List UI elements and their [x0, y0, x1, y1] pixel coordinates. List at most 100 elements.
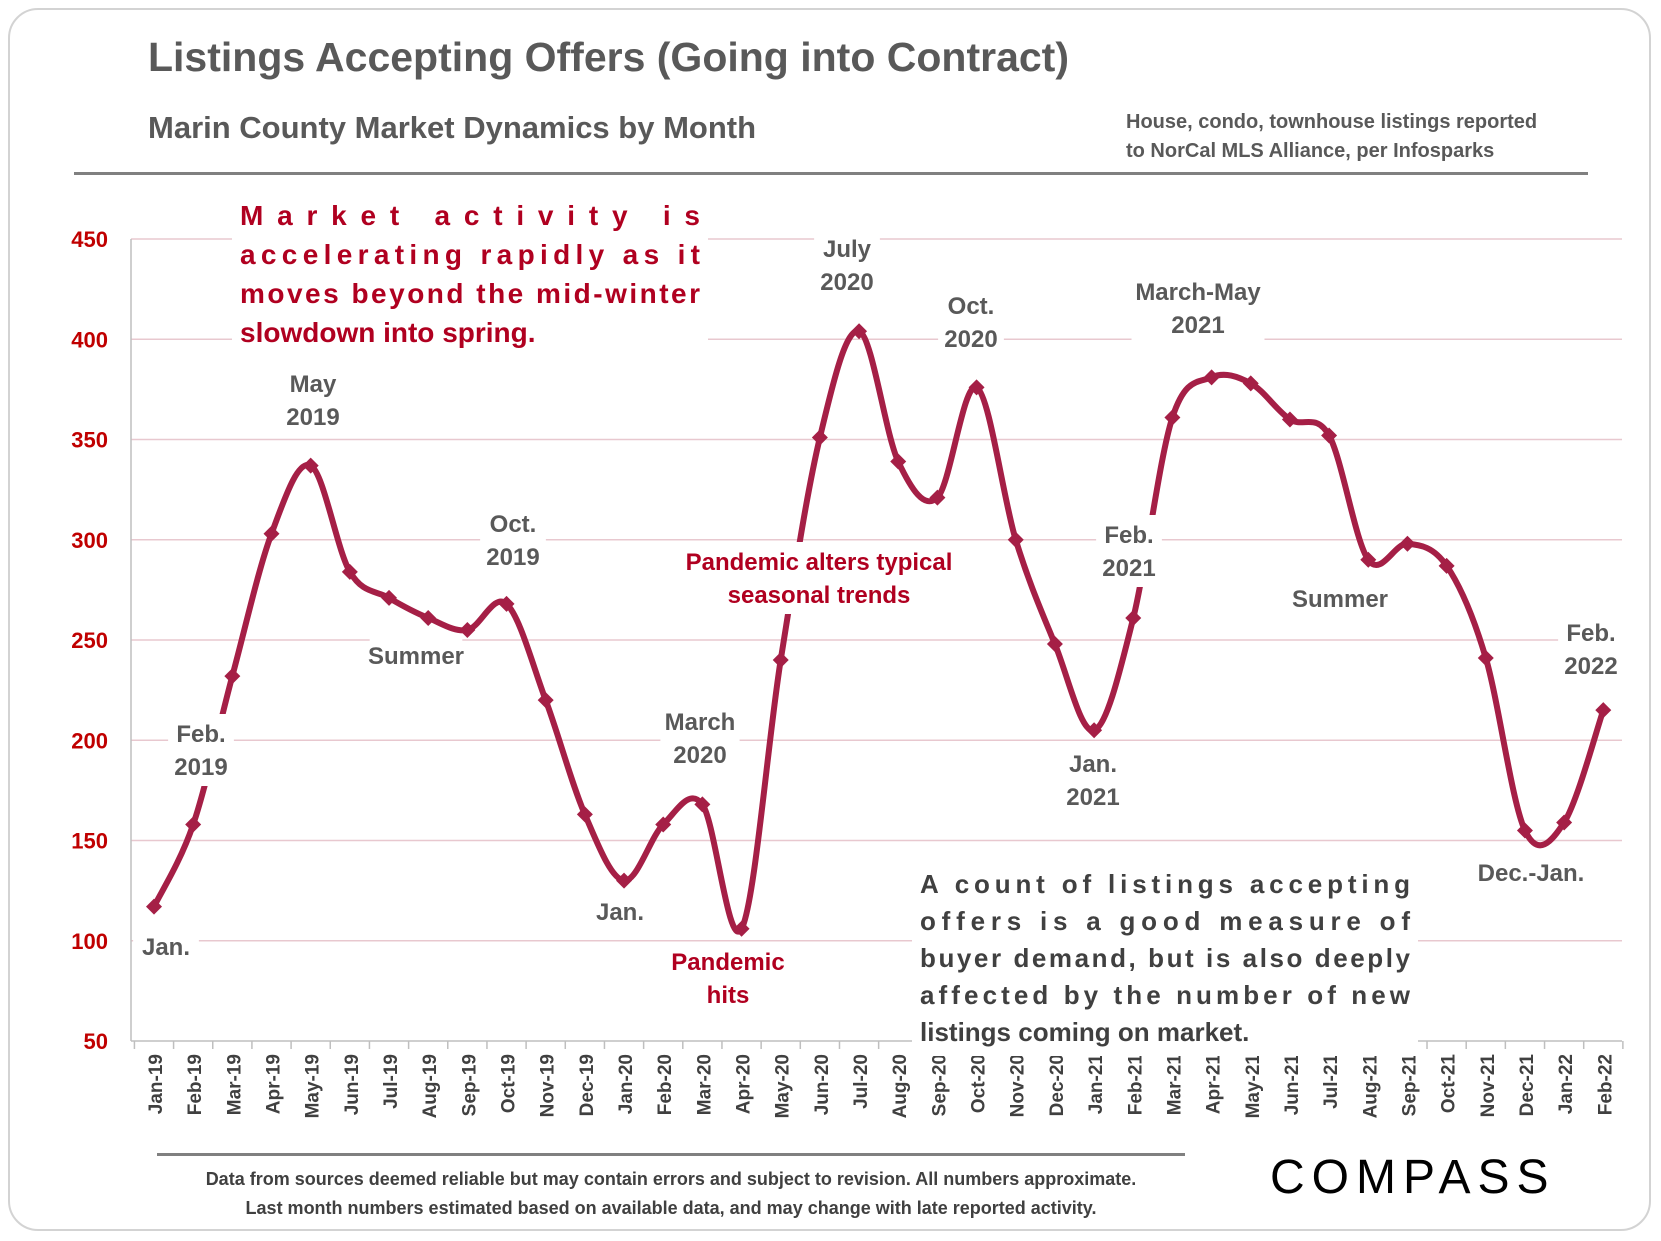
annotation-line: 2019	[286, 404, 339, 431]
line-layer	[151, 328, 1607, 935]
annotation-line: 2021	[1102, 555, 1155, 582]
annotation-label: July 2020	[820, 236, 873, 296]
data-point	[1438, 557, 1455, 574]
y-tick-label: 250	[71, 628, 108, 653]
data-point	[459, 621, 476, 638]
data-point	[1477, 650, 1494, 667]
data-point	[146, 898, 162, 915]
annotation-bg	[660, 702, 740, 774]
annotation-bg	[1558, 613, 1624, 685]
annotation-line: Oct.	[490, 511, 537, 538]
annotation-line: 2021	[1171, 312, 1224, 339]
annotation-bg	[587, 892, 653, 931]
x-tick-label: Jun-19	[342, 1054, 363, 1115]
annotation-bg	[668, 942, 788, 1014]
note-buyer-demand-line: affected by the number of new	[920, 980, 1411, 1010]
annotation-bg	[658, 542, 980, 614]
annotation-bg	[168, 714, 234, 786]
note-buyer-demand-line: A count of listings accepting	[920, 869, 1410, 899]
x-tick-label: Jul-21	[1321, 1054, 1342, 1109]
annotation-bg	[280, 364, 346, 436]
y-tick-label: 200	[71, 728, 108, 753]
x-tick-label: Jul-20	[851, 1054, 872, 1109]
annotation-line: 2020	[673, 742, 726, 769]
x-tick-label: Jan-20	[616, 1054, 637, 1114]
page-subtitle: Marin County Market Dynamics by Month	[148, 110, 757, 145]
data-point	[341, 563, 358, 580]
data-point	[694, 796, 711, 813]
y-tick-label: 150	[71, 829, 108, 854]
data-point	[576, 806, 593, 823]
annotation-line: July	[823, 236, 872, 263]
annotation-label: Summer	[1292, 586, 1388, 613]
x-tick-label: Jan-21	[1086, 1054, 1107, 1115]
annotation-label: Oct. 2019	[486, 511, 539, 571]
y-tick-label: 450	[71, 227, 108, 252]
x-tick-label: Jul-19	[381, 1054, 402, 1109]
page-title: Listings Accepting Offers (Going into Co…	[148, 34, 1069, 80]
x-tick-label: Jun-21	[1282, 1054, 1303, 1116]
annotation-label: March-May 2021	[1135, 279, 1261, 339]
x-tick-label: May-20	[773, 1054, 794, 1118]
line-chart: 50 100 150 200 250 300 350 400 450 Jan-19 Feb-19 Ma…	[71, 191, 1624, 1119]
note-market-activity-line: slowdown into spring.	[240, 317, 536, 348]
x-tick-label: Oct-20	[969, 1054, 990, 1113]
note-market-activity-line: moves beyond the mid-winter	[240, 278, 700, 309]
x-tick-label: Mar-20	[694, 1054, 715, 1115]
data-point	[616, 872, 633, 889]
annotation-line: Jan.	[142, 934, 190, 961]
data-point	[1281, 411, 1298, 428]
data-point	[1007, 531, 1024, 548]
series-line	[151, 328, 1607, 935]
annotation-label: May 2019	[286, 371, 339, 431]
annotation-line: May	[290, 371, 337, 398]
source-line-2: to NorCal MLS Alliance, per Infosparks	[1126, 140, 1495, 162]
data-point	[185, 816, 202, 833]
x-tick-label: Apr-21	[1204, 1054, 1225, 1115]
data-point	[968, 379, 985, 396]
x-tick-label: Jan-19	[146, 1054, 167, 1114]
x-tick-label: Dec-21	[1517, 1054, 1538, 1117]
disclaimer-line-2: Last month numbers estimated based on av…	[245, 1198, 1097, 1218]
annotation-bg	[1096, 515, 1162, 587]
annotation-bg	[1060, 744, 1126, 816]
note-market-activity-bg	[232, 191, 708, 357]
y-tick-label: 400	[71, 327, 108, 352]
annotation-label: Feb. 2019	[174, 721, 227, 781]
x-tick-label: Sep-19	[459, 1054, 480, 1116]
data-point	[302, 457, 319, 474]
annotation-line: Jan.	[1069, 751, 1117, 778]
annotation-line: 2020	[820, 269, 873, 296]
annotation-bg	[369, 636, 463, 675]
data-point	[811, 429, 828, 446]
annotation-label: Summer	[368, 643, 464, 670]
x-tick-label: Feb-21	[1125, 1054, 1146, 1116]
header-divider	[74, 172, 1588, 175]
source-note: House, condo, townhouse listings reporte…	[1126, 108, 1537, 166]
data-point	[1125, 609, 1142, 626]
data-point	[1399, 535, 1416, 552]
annotation-line: Feb.	[1104, 522, 1153, 549]
x-tick-label: Dec-20	[1047, 1054, 1068, 1116]
data-point	[1046, 636, 1063, 653]
note-buyer-demand-line: offers is a good measure of	[920, 906, 1410, 936]
annotation-bg	[133, 927, 199, 966]
note-market-activity: Market activity is accelerating rapidly a…	[240, 200, 700, 348]
x-tick-label: Feb-20	[655, 1054, 676, 1115]
annotation-line: 2019	[174, 754, 227, 781]
data-point	[1321, 427, 1338, 444]
annotation-line: Oct.	[948, 293, 995, 320]
x-tick-label: Sep-21	[1399, 1054, 1420, 1117]
annotation-line: 2020	[944, 326, 997, 353]
x-tick-label: Nov-21	[1478, 1054, 1499, 1118]
data-point	[1516, 822, 1533, 839]
data-point	[537, 692, 554, 709]
annotation-line: hits	[707, 982, 750, 1009]
annotation-label: Jan. 2021	[1066, 751, 1119, 811]
x-tick-label: Aug-21	[1360, 1054, 1381, 1119]
annotation-line: Dec.-Jan.	[1478, 860, 1585, 887]
data-point	[224, 668, 241, 685]
x-tick-label: Dec-19	[577, 1054, 598, 1116]
annotation-line: seasonal trends	[728, 582, 911, 609]
annotation-label: Jan.	[142, 934, 190, 961]
